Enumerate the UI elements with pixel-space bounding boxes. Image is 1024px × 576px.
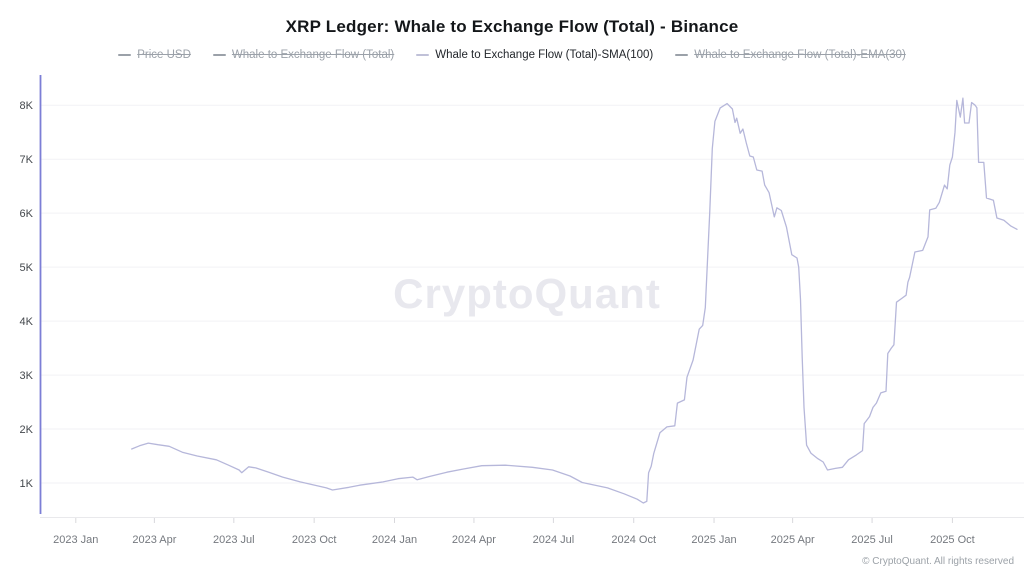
page-title: XRP Ledger: Whale to Exchange Flow (Tota… <box>285 17 739 36</box>
y-tick-label: 8K <box>20 100 34 112</box>
x-tick-label: 2024 Jul <box>533 534 575 546</box>
y-tick-label: 2K <box>20 424 34 436</box>
copyright-text: © CryptoQuant. All rights reserved <box>862 556 1014 567</box>
legend-item-2[interactable]: Whale to Exchange Flow (Total)-SMA(100) <box>416 49 653 61</box>
x-tick-label: 2025 Apr <box>771 534 815 546</box>
y-tick-label: 1K <box>20 478 34 490</box>
legend-dash-icon <box>118 54 132 56</box>
legend-dash-icon <box>212 54 226 56</box>
x-tick-label: 2023 Oct <box>292 534 337 546</box>
x-tick-label: 2023 Jan <box>53 534 98 546</box>
legend-dash-icon <box>675 54 689 56</box>
y-tick-label: 7K <box>20 154 34 166</box>
y-tick-label: 3K <box>20 370 34 382</box>
legend-item-label: Whale to Exchange Flow (Total)-SMA(100) <box>435 49 654 61</box>
sma-line-series[interactable] <box>131 97 1018 504</box>
legend-item-label: Whale to Exchange Flow (Total) <box>231 49 395 61</box>
x-tick-label: 2024 Jan <box>372 534 417 546</box>
legend-dash-icon <box>416 54 430 56</box>
x-tick-label: 2025 Jul <box>851 534 893 546</box>
x-tick-label: 2024 Apr <box>452 534 496 546</box>
x-tick-label: 2023 Jul <box>213 534 255 546</box>
chart-legend: Price USD Whale to Exchange Flow (Total) W… <box>0 49 1024 61</box>
x-tick-label: 2025 Oct <box>930 534 975 546</box>
y-tick-label: 5K <box>20 262 34 274</box>
legend-item-label: Price USD <box>137 49 191 61</box>
x-tick-label: 2024 Oct <box>611 534 656 546</box>
x-tick-label: 2025 Jan <box>691 534 736 546</box>
y-tick-label: 4K <box>20 316 34 328</box>
legend-item-3[interactable]: Whale to Exchange Flow (Total)-EMA(30) <box>675 49 906 61</box>
y-tick-label: 6K <box>20 208 34 220</box>
legend-item-0[interactable]: Price USD <box>118 49 191 61</box>
x-tick-label: 2023 Apr <box>132 534 176 546</box>
legend-item-label: Whale to Exchange Flow (Total)-EMA(30) <box>694 49 906 61</box>
legend-item-1[interactable]: Whale to Exchange Flow (Total) <box>212 49 395 61</box>
